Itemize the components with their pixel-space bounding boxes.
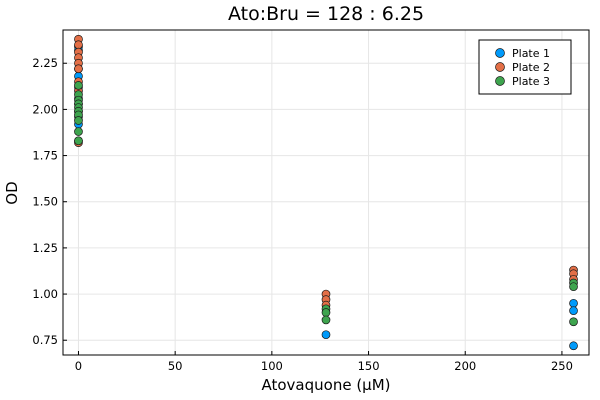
y-tick-label: 1.25 [32,241,58,255]
axis-ticks: 0 50 100 150 200 250 0.75 1.00 1.25 1.50 1.75 2.00 2… [32,56,573,373]
x-tick-label: 0 [75,359,82,373]
legend-label-plate-3: Plate 3 [512,75,550,88]
data-point-plate-3 [569,317,578,327]
x-tick-label: 250 [551,359,573,373]
y-tick-label: 1.00 [32,287,58,301]
x-tick-label: 200 [454,359,476,373]
data-point-plate-3 [74,127,83,136]
data-point-plate-3 [74,136,83,146]
legend-label-plate-1: Plate 1 [512,47,550,60]
legend-box [478,39,572,95]
data-point-plate-3 [321,308,331,317]
y-tick-label: 2.25 [32,56,58,70]
data-point-plate-1 [321,330,331,340]
y-tick-label: 2.00 [32,102,58,116]
data-point-plate-3 [569,282,578,292]
data-point-plate-2 [74,64,83,74]
data-point-plate-1 [569,341,578,351]
legend-marker-plate-3 [495,76,505,86]
data-point-plate-1 [569,306,578,316]
y-tick-label: 1.50 [32,195,58,209]
data-point-plate-3 [74,116,83,125]
legend-marker-plate-2 [495,62,505,72]
chart-title: Ato:Bru = 128 : 6.25 [228,3,424,25]
data-point-plate-3 [321,315,331,325]
plot-frame [62,29,590,356]
data-point-plate-1 [569,298,578,308]
x-tick-label: 100 [261,359,283,373]
x-axis-label: Atovaquone (µM) [261,376,390,394]
x-tick-label: 150 [358,359,380,373]
y-tick-label: 1.75 [32,149,58,163]
x-tick-label: 50 [168,359,183,373]
y-axis-label: OD [3,181,21,204]
data-points [74,34,578,351]
data-point-plate-3 [74,81,83,90]
y-tick-label: 0.75 [32,333,58,347]
legend-marker-plate-1 [495,48,505,58]
legend-label-plate-2: Plate 2 [512,61,550,74]
data-point-plate-2 [74,40,83,50]
